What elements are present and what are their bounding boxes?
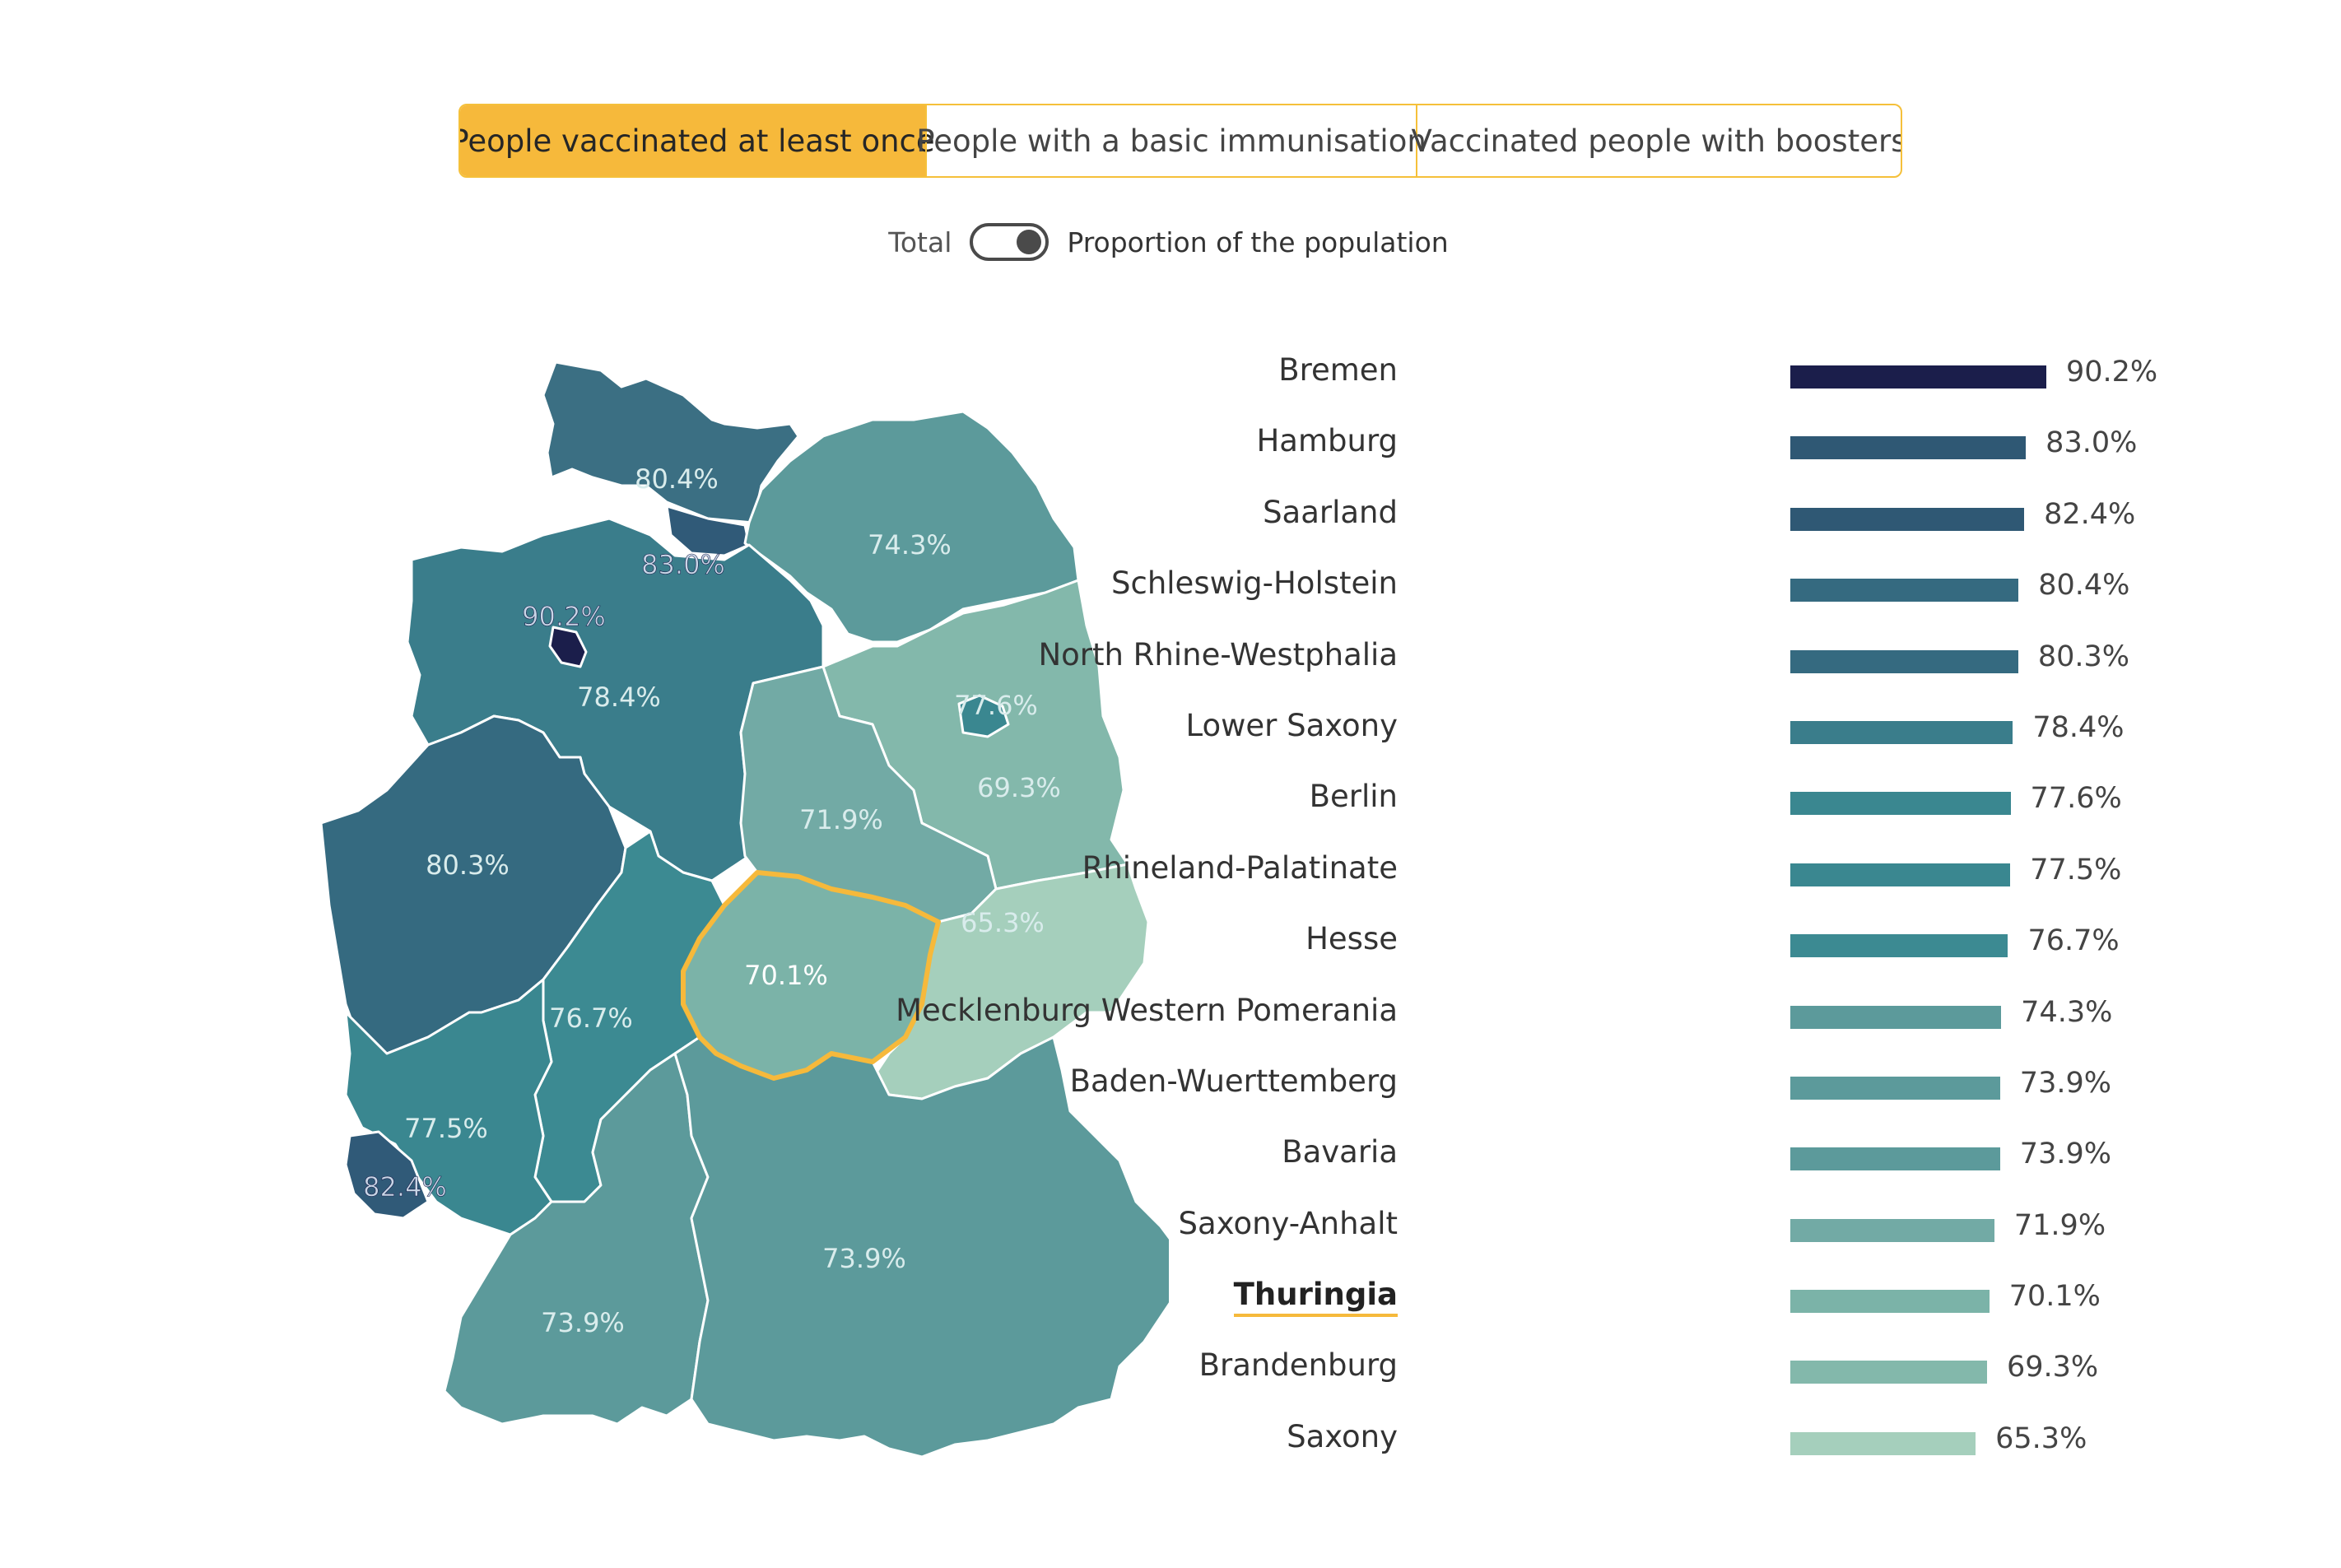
bar-value-label: 69.3% xyxy=(2006,1351,2099,1384)
bar xyxy=(1790,649,2018,673)
bar-value-label: 80.4% xyxy=(2038,569,2130,603)
bar-row[interactable]: Bremen 90.2% xyxy=(1278,347,2255,418)
map-label-rhineland-palatinate: 77.5% xyxy=(404,1113,488,1144)
map-label-mecklenburg: 74.3% xyxy=(868,529,952,561)
bar xyxy=(1790,436,2027,460)
bar-row[interactable]: Saxony-Anhalt 71.9% xyxy=(1179,1201,2255,1272)
germany-map: 80.4% 83.0% 74.3% 90.2% 78.4% 77.6% 69.3… xyxy=(296,329,1169,1498)
map-label-baden-wuerttemberg: 73.9% xyxy=(541,1307,625,1338)
bar xyxy=(1790,1218,1994,1242)
bar-label: Rhineland-Palatinate xyxy=(1082,849,1398,886)
bar-label: Brandenburg xyxy=(1198,1347,1398,1384)
bar-row[interactable]: Schleswig-Holstein 80.4% xyxy=(1111,561,2255,631)
bar-row[interactable]: Thuringia 70.1% xyxy=(1233,1272,2255,1342)
bar xyxy=(1790,1431,1976,1455)
map-label-berlin: 77.6% xyxy=(954,690,1038,721)
bar-value-label: 70.1% xyxy=(2008,1280,2101,1314)
bar-row[interactable]: Saxony 65.3% xyxy=(1284,1414,2255,1485)
bar-value-label: 65.3% xyxy=(1995,1421,2087,1455)
map-region-bavaria[interactable] xyxy=(673,1035,1169,1459)
bar-label: Thuringia xyxy=(1233,1277,1398,1318)
bar xyxy=(1790,507,2025,531)
bar xyxy=(1790,1290,1990,1314)
bar xyxy=(1790,1147,2000,1171)
bar-value-label: 77.6% xyxy=(2030,782,2122,816)
bar-label: Bavaria xyxy=(1282,1134,1398,1170)
map-label-thuringia: 70.1% xyxy=(744,960,828,991)
bar-row[interactable]: Brandenburg 69.3% xyxy=(1199,1342,2255,1413)
tab-boosters[interactable]: Vaccinated people with boosters xyxy=(1412,105,1901,176)
bar-row[interactable]: Rhineland-Palatinate 77.5% xyxy=(1082,845,2255,916)
bar-label: Lower Saxony xyxy=(1185,707,1398,743)
tab-basic-immunisation[interactable]: People with a basic immunisation xyxy=(916,105,1426,176)
bar-label: Baden-Wuerttemberg xyxy=(1069,1063,1398,1099)
toggle-row: Total Proportion of the population xyxy=(0,217,2341,267)
map-label-saarland: 82.4% xyxy=(363,1171,447,1203)
bar-value-label: 73.9% xyxy=(2019,1066,2111,1100)
bar-row[interactable]: Berlin 77.6% xyxy=(1284,774,2255,844)
bar-value-label: 73.9% xyxy=(2019,1138,2111,1171)
bar-label: Saxony xyxy=(1287,1418,1398,1454)
bar-label: North Rhine-Westphalia xyxy=(1038,636,1398,672)
toggle-total-label[interactable]: Total xyxy=(888,226,952,258)
bar-value-label: 76.7% xyxy=(2027,924,2120,958)
map-region-saarland[interactable] xyxy=(344,1130,430,1220)
map-region-bremen[interactable] xyxy=(548,626,588,668)
bar-row[interactable]: Bavaria 73.9% xyxy=(1282,1129,2255,1200)
bar-label: Saarland xyxy=(1263,494,1398,530)
bar-label: Hesse xyxy=(1305,921,1398,957)
bar-value-label: 77.5% xyxy=(2030,853,2122,886)
bar-value-label: 80.3% xyxy=(2037,640,2130,673)
bar-row[interactable]: Baden-Wuerttemberg 73.9% xyxy=(1070,1059,2255,1129)
map-label-bavaria: 73.9% xyxy=(822,1243,906,1274)
tab-vaccinated-once[interactable]: People vaccinated at least once xyxy=(460,105,935,176)
map-label-schleswig-holstein: 80.4% xyxy=(635,463,719,495)
map-label-saxony-anhalt: 71.9% xyxy=(799,804,883,835)
map-label-nrw: 80.3% xyxy=(426,849,510,881)
map-label-hamburg: 83.0% xyxy=(641,549,725,580)
bar-label: Bremen xyxy=(1278,352,1398,388)
bar-row[interactable]: Mecklenburg Western Pomerania 74.3% xyxy=(896,988,2255,1059)
map-label-bremen: 90.2% xyxy=(522,601,606,632)
bar xyxy=(1790,1076,2000,1100)
bar-row[interactable]: Saarland 82.4% xyxy=(1263,490,2255,561)
thuringia-highlight-outline xyxy=(681,870,941,1081)
bar-label: Mecklenburg Western Pomerania xyxy=(896,992,1398,1028)
map-label-saxony: 65.3% xyxy=(961,907,1045,938)
bar-value-label: 90.2% xyxy=(2066,356,2158,389)
map-label-lower-saxony: 78.4% xyxy=(577,682,661,713)
map-region-hamburg[interactable] xyxy=(665,505,751,557)
map-region-berlin[interactable] xyxy=(957,694,1010,738)
tab-bar: People vaccinated at least once People w… xyxy=(458,104,1902,178)
toggle-knob xyxy=(1017,230,1042,254)
bar-label: Berlin xyxy=(1309,779,1398,815)
germany-map-svg: 80.4% 83.0% 74.3% 90.2% 78.4% 77.6% 69.3… xyxy=(319,361,1169,1459)
bar xyxy=(1790,792,2011,816)
bar xyxy=(1790,579,2019,603)
bar xyxy=(1790,863,2011,886)
bar-value-label: 82.4% xyxy=(2044,497,2136,531)
total-proportion-toggle[interactable] xyxy=(970,223,1049,261)
map-label-brandenburg: 69.3% xyxy=(977,772,1061,803)
bar xyxy=(1790,1361,1987,1384)
bar-label: Saxony-Anhalt xyxy=(1178,1205,1398,1241)
bar-value-label: 74.3% xyxy=(2021,995,2113,1029)
bar-row[interactable]: Lower Saxony 78.4% xyxy=(1185,703,2255,774)
bar xyxy=(1790,1005,2002,1029)
bar xyxy=(1790,934,2008,958)
toggle-proportion-label[interactable]: Proportion of the population xyxy=(1067,226,1449,258)
bar-label: Hamburg xyxy=(1256,423,1398,459)
state-bar-chart: Bremen 90.2% Hamburg 83.0% Saarland 82.4% Schl… xyxy=(896,347,2255,1485)
bar-value-label: 78.4% xyxy=(2032,710,2125,744)
bar-value-label: 83.0% xyxy=(2045,426,2138,460)
bar-value-label: 71.9% xyxy=(2013,1208,2106,1242)
bar-label: Schleswig-Holstein xyxy=(1111,565,1398,602)
bar-row[interactable]: Hesse 76.7% xyxy=(1284,916,2255,987)
bar xyxy=(1790,365,2046,389)
bar-row[interactable]: North Rhine-Westphalia 80.3% xyxy=(1038,632,2255,703)
map-label-hesse: 76.7% xyxy=(549,1003,633,1034)
bar xyxy=(1790,720,2013,744)
bar-row[interactable]: Hamburg 83.0% xyxy=(1256,418,2255,489)
